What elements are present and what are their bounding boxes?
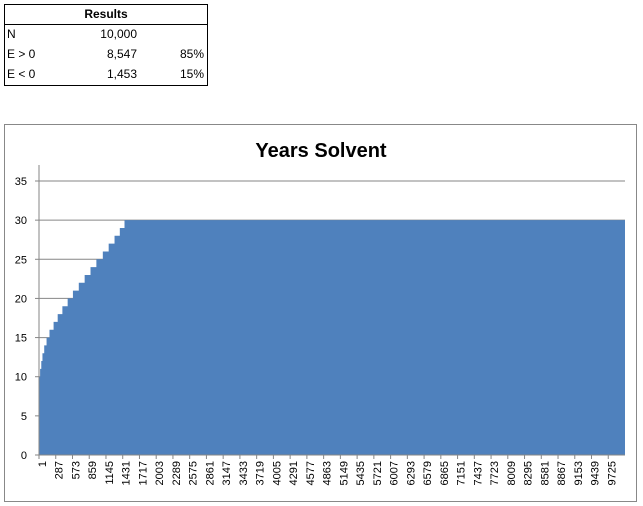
y-tick-label: 25	[15, 254, 27, 266]
results-row-n: N 10,000	[5, 25, 207, 45]
y-tick-label: 15	[15, 333, 27, 345]
x-tick-label: 4005	[271, 461, 283, 485]
axes	[35, 165, 625, 459]
plot-area	[39, 220, 625, 455]
results-row-pct: 15%	[179, 67, 204, 81]
x-tick-label: 4577	[305, 461, 317, 485]
x-tick-label: 7151	[456, 461, 468, 485]
x-tick-label: 7437	[472, 461, 484, 485]
x-tick-label: 573	[70, 461, 82, 479]
x-tick-label: 8867	[556, 461, 568, 485]
x-tick-label: 2003	[154, 461, 166, 485]
x-tick-label: 1	[37, 461, 49, 467]
x-tick-label: 8295	[523, 461, 535, 485]
x-tick-label: 859	[87, 461, 99, 479]
results-title: Results	[5, 5, 207, 25]
x-tick-label: 2289	[171, 461, 183, 485]
results-row-label: N	[7, 27, 16, 41]
x-tick-label: 6579	[422, 461, 434, 485]
x-tick-label: 6007	[389, 461, 401, 485]
x-tick-label: 6293	[405, 461, 417, 485]
x-tick-label: 5721	[372, 461, 384, 485]
x-tick-label: 9153	[573, 461, 585, 485]
x-tick-label: 3433	[238, 461, 250, 485]
results-row-negative: E < 0 1,453 15%	[5, 65, 207, 85]
results-row-value: 8,547	[106, 47, 137, 61]
x-tick-label: 5149	[338, 461, 350, 485]
x-tick-label: 2861	[204, 461, 216, 485]
x-tick-label: 2575	[188, 461, 200, 485]
results-row-label: E < 0	[7, 67, 36, 81]
years-solvent-chart: Years Solvent 0 5 10 15 20 25 30 35 1 287 573 859 1…	[4, 124, 637, 502]
x-tick-label: 1145	[104, 461, 116, 485]
y-tick-label: 0	[21, 450, 27, 462]
x-tick-label: 8009	[506, 461, 518, 485]
x-tick-label: 3719	[255, 461, 267, 485]
results-row-positive: E > 0 8,547 85%	[5, 45, 207, 65]
x-tick-label: 9439	[590, 461, 602, 485]
y-tick-label: 35	[15, 176, 27, 188]
x-tick-label: 4291	[288, 461, 300, 485]
x-tick-label: 4863	[322, 461, 334, 485]
chart-title: Years Solvent	[255, 140, 387, 162]
x-tick-label: 9725	[606, 461, 618, 485]
x-axis-tick-labels: 1 287 573 859 1145 1431 1717 2003 2289 2575 2861 31…	[37, 461, 618, 485]
results-row-label: E > 0	[7, 47, 36, 61]
x-tick-label: 8581	[539, 461, 551, 485]
series-area	[39, 220, 625, 455]
y-tick-label: 5	[21, 411, 27, 423]
results-row-value: 10,000	[100, 27, 137, 41]
x-tick-label: 287	[54, 461, 66, 479]
x-tick-label: 6865	[439, 461, 451, 485]
y-tick-label: 20	[15, 293, 27, 305]
y-axis-tick-labels: 0 5 10 15 20 25 30 35	[15, 176, 27, 462]
y-tick-label: 10	[15, 372, 27, 384]
x-tick-label: 7723	[489, 461, 501, 485]
results-row-value: 1,453	[106, 67, 137, 81]
x-tick-label: 5435	[355, 461, 367, 485]
x-tick-label: 1717	[137, 461, 149, 485]
x-tick-label: 3147	[221, 461, 233, 485]
results-row-pct: 85%	[179, 47, 204, 61]
x-tick-label: 1431	[121, 461, 133, 485]
y-tick-label: 30	[15, 215, 27, 227]
results-table: Results N 10,000 E > 0 8,547 85% E < 0 1…	[4, 4, 208, 86]
